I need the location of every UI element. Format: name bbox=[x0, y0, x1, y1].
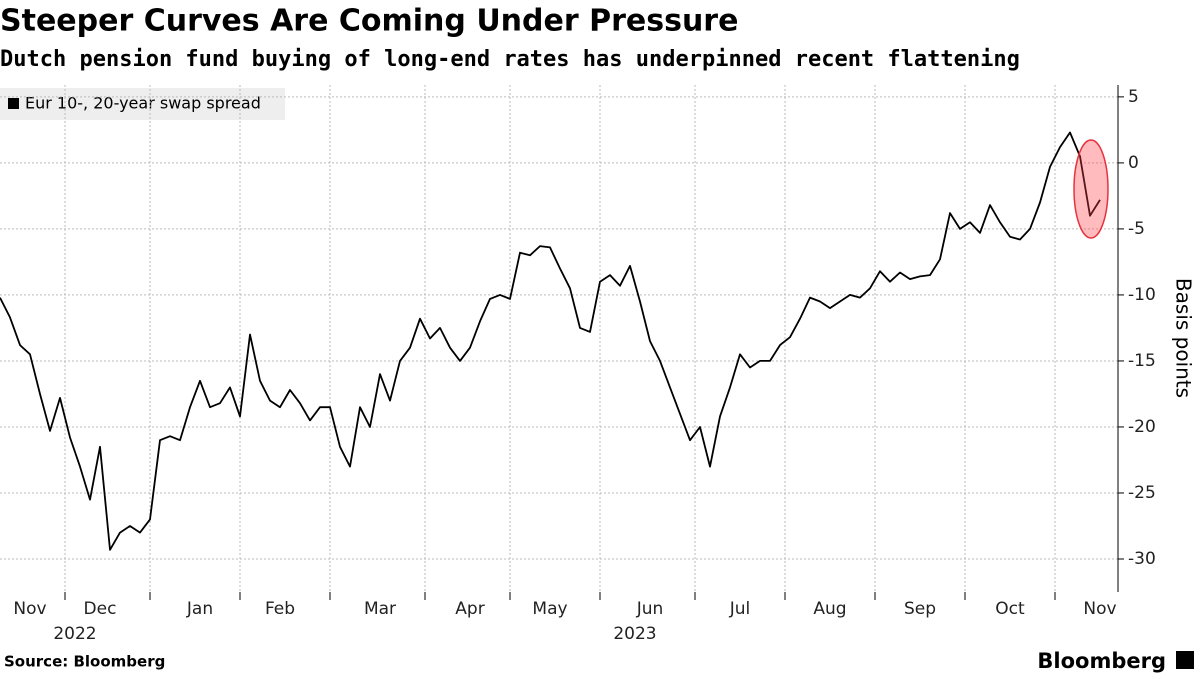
x-year-label: 2022 bbox=[53, 624, 96, 644]
x-tick-label: Nov bbox=[13, 599, 46, 619]
brand: Bloomberg bbox=[1037, 649, 1166, 673]
x-tick-label: Mar bbox=[364, 599, 396, 619]
y-axis-label: Basis points bbox=[1172, 278, 1196, 398]
legend-label: Eur 10-, 20-year swap spread bbox=[25, 94, 261, 113]
y-tick-label: 0 bbox=[1128, 153, 1139, 173]
brand-icon bbox=[1176, 651, 1194, 669]
y-tick-label: -25 bbox=[1128, 483, 1156, 503]
y-tick-label: 5 bbox=[1128, 87, 1139, 107]
y-tick-label: -30 bbox=[1128, 549, 1156, 569]
x-tick-label: Jun bbox=[636, 599, 664, 619]
chart-title: Steeper Curves Are Coming Under Pressure bbox=[0, 4, 738, 39]
x-tick-label: May bbox=[532, 599, 567, 619]
x-tick-label: Jul bbox=[729, 599, 751, 619]
y-tick-label: -15 bbox=[1128, 351, 1156, 371]
plot: 5 0 -5 -10 -15 -20 -25 -30 Nov Dec Jan Feb Mar Apr May… bbox=[0, 85, 1156, 644]
y-tick-label: -20 bbox=[1128, 417, 1156, 437]
x-tick-label: Dec bbox=[84, 599, 117, 619]
x-tick-label: Aug bbox=[813, 599, 846, 619]
source: Source: Bloomberg bbox=[4, 653, 165, 671]
x-tick-label: Apr bbox=[455, 599, 484, 619]
y-tick-label: -5 bbox=[1128, 219, 1145, 239]
legend-swatch bbox=[8, 98, 19, 109]
x-tick-label: Feb bbox=[265, 599, 295, 619]
chart-subtitle: Dutch pension fund buying of long-end ra… bbox=[0, 47, 1020, 72]
x-tick-label: Nov bbox=[1083, 599, 1116, 619]
x-tick-label: Jan bbox=[186, 599, 213, 619]
y-tick-label: -10 bbox=[1128, 285, 1156, 305]
x-year-label: 2023 bbox=[613, 624, 656, 644]
line-series bbox=[0, 131, 1101, 551]
x-tick-label: Oct bbox=[995, 599, 1025, 619]
legend-box bbox=[0, 88, 285, 120]
x-tick-label: Sep bbox=[904, 599, 936, 619]
highlight-circle bbox=[1073, 139, 1109, 239]
